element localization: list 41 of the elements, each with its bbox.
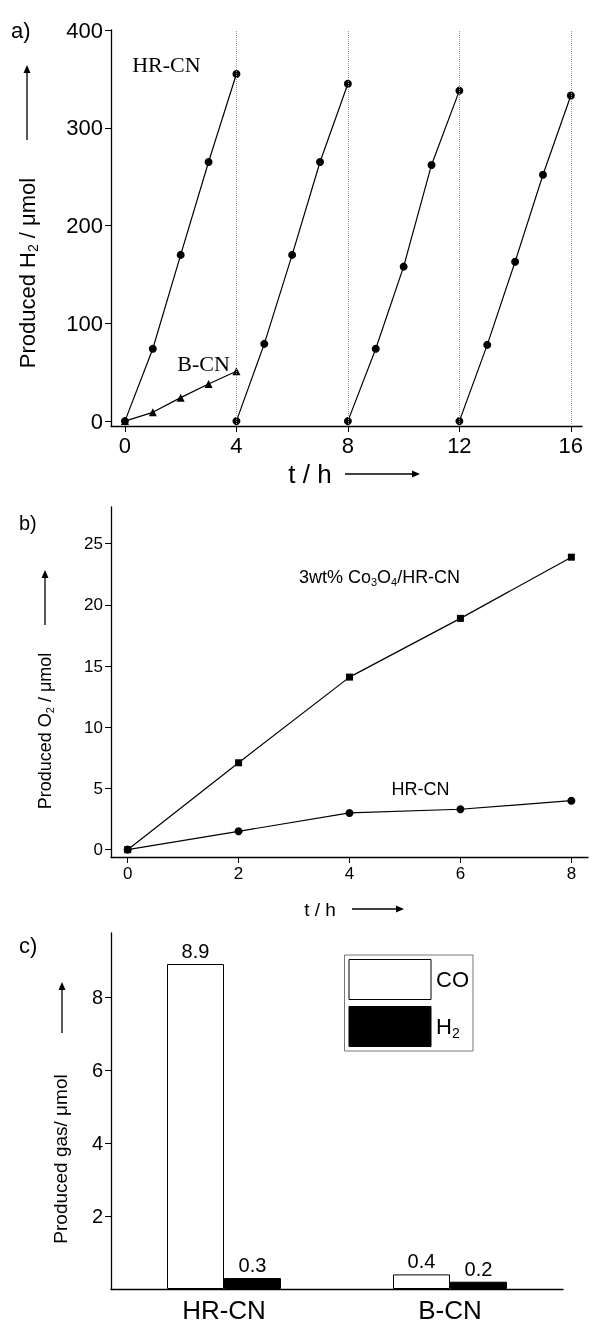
y-tick-label: 400 <box>66 17 103 43</box>
y-tick-label: 8 <box>91 985 103 1008</box>
x-tick-label: 0 <box>118 432 132 458</box>
y-axis-title: Produced H2 / μmol <box>14 177 41 369</box>
y-axis-title: Produced gas/ μmol <box>49 1074 71 1244</box>
y-tick-label: 5 <box>93 778 103 798</box>
chart-title: c) <box>19 932 38 958</box>
x-tick-label: 8 <box>566 864 577 883</box>
y-tick-label: 0 <box>93 840 103 860</box>
x-tick-label: 4 <box>344 864 355 883</box>
legend-label: CO <box>436 967 469 992</box>
data-label: 0.4 <box>407 1250 436 1273</box>
chart-title: a) <box>11 17 31 43</box>
y-tick-label: 15 <box>84 656 103 676</box>
y-tick-label: 300 <box>66 115 103 141</box>
x-axis-title: t / h <box>288 459 332 489</box>
data-label: 0.3 <box>238 1254 267 1277</box>
series-label: B-CN <box>177 351 230 377</box>
y-tick-label: 6 <box>91 1058 103 1081</box>
x-tick-label: 6 <box>455 864 466 883</box>
x-axis-title: t / h <box>304 898 336 920</box>
y-tick-label: 100 <box>66 310 103 336</box>
x-tick-label: 2 <box>233 864 244 883</box>
x-tick-label: 12 <box>447 432 472 458</box>
x-tick-label: 16 <box>558 432 584 458</box>
y-tick-label: 20 <box>84 595 103 615</box>
y-tick-label: 200 <box>66 213 103 239</box>
y-tick-label: 10 <box>84 717 103 737</box>
data-label: 0.2 <box>464 1257 493 1280</box>
y-tick-label: 25 <box>84 534 103 554</box>
series-label: HR-CN <box>391 779 450 800</box>
x-tick-label: 4 <box>230 432 243 458</box>
y-tick-label: 0 <box>90 408 103 434</box>
series-label: HR-CN <box>132 51 201 77</box>
chart-title: b) <box>19 512 37 534</box>
x-tick-label: 0 <box>122 864 133 883</box>
x-tick-label: 8 <box>341 432 355 458</box>
y-tick-label: 2 <box>91 1204 103 1227</box>
data-label: 8.9 <box>181 940 210 963</box>
y-axis-title: Produced O2 / μmol <box>35 652 56 810</box>
y-tick-label: 4 <box>91 1131 103 1154</box>
